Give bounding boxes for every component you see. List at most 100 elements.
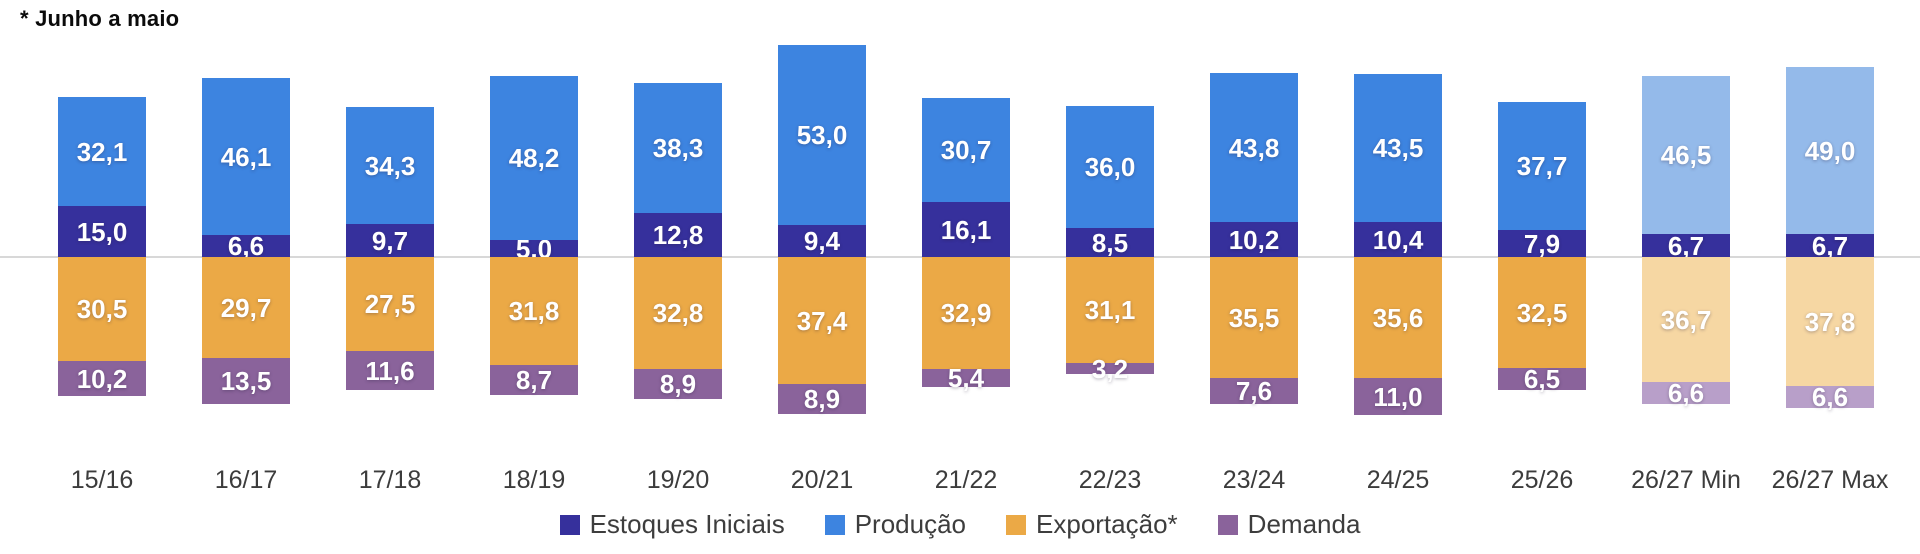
legend-color-swatch <box>1006 514 1027 535</box>
bar-segment-demanda[interactable]: 11,0 <box>1354 378 1442 415</box>
bar-value-label: 8,5 <box>1091 227 1129 258</box>
x-axis-label: 26/27 Min <box>1631 466 1741 494</box>
bar-segment-exportacao[interactable]: 32,8 <box>634 257 722 369</box>
bar-value-label: 11,0 <box>1373 381 1423 412</box>
bar-value-label: 31,1 <box>1084 295 1136 325</box>
bar-segment-producao[interactable]: 38,3 <box>634 83 722 213</box>
bar-segment-producao[interactable]: 46,5 <box>1642 76 1730 234</box>
bar-column: 10,2 43,8 35,5 7,6 23/24 <box>1182 0 1326 554</box>
bar-segment-exportacao[interactable]: 36,7 <box>1642 257 1730 382</box>
bar-segment-producao[interactable]: 34,3 <box>346 107 434 224</box>
bar-segment-estoques-iniciais[interactable]: 7,9 <box>1498 230 1586 257</box>
bar-segment-producao[interactable]: 43,5 <box>1354 74 1442 222</box>
bar-segment-estoques-iniciais[interactable]: 6,7 <box>1642 233 1730 259</box>
bar-segment-estoques-iniciais[interactable]: 9,4 <box>778 225 866 257</box>
bar-segment-demanda[interactable]: 3,2 <box>1066 356 1154 382</box>
bar-value-label: 35,6 <box>1372 302 1424 333</box>
bar-segment-exportacao[interactable]: 31,8 <box>490 257 578 365</box>
bar-segment-estoques-iniciais[interactable]: 15,0 <box>58 206 146 257</box>
bar-value-label: 32,5 <box>1516 297 1568 328</box>
bar-segment-estoques-iniciais[interactable]: 10,2 <box>1210 222 1298 257</box>
bar-column: 6,6 46,1 29,7 13,5 16/17 <box>174 0 318 554</box>
bar-value-label: 43,5 <box>1372 133 1424 163</box>
bar-value-label: 6,7 <box>1811 230 1849 261</box>
bar-segment-exportacao[interactable]: 37,8 <box>1786 257 1874 386</box>
bar-segment-estoques-iniciais[interactable]: 16,1 <box>922 202 1010 257</box>
bar-value-label: 32,1 <box>76 136 128 167</box>
bar-segment-exportacao[interactable]: 37,4 <box>778 257 866 384</box>
bar-segment-exportacao[interactable]: 35,5 <box>1210 257 1298 378</box>
bar-segment-demanda[interactable]: 5,4 <box>922 365 1010 391</box>
legend-item-estoques-iniciais[interactable]: Estoques Iniciais <box>559 509 785 540</box>
bar-value-label: 12,8 <box>652 220 704 250</box>
bar-value-label: 8,9 <box>803 384 841 414</box>
bar-value-label: 9,7 <box>371 225 409 256</box>
bar-segment-estoques-iniciais[interactable]: 9,7 <box>346 224 434 257</box>
bar-value-label: 49,0 <box>1804 135 1856 166</box>
legend-color-swatch <box>1217 514 1238 535</box>
chart-footnote: * Junho a maio <box>20 6 180 31</box>
bar-segment-exportacao[interactable]: 35,6 <box>1354 257 1442 378</box>
legend-item-exportacao[interactable]: Exportação* <box>1006 509 1178 540</box>
bar-value-label: 36,7 <box>1660 304 1712 335</box>
bar-segment-demanda[interactable]: 10,2 <box>58 361 146 396</box>
bar-column: 6,7 46,5 36,7 6,6 26/27 Min <box>1614 0 1758 554</box>
bar-value-label: 32,8 <box>652 298 704 328</box>
bar-segment-exportacao[interactable]: 32,5 <box>1498 257 1586 368</box>
legend-item-producao[interactable]: Produção <box>824 509 967 540</box>
legend-item-label: Produção <box>854 509 967 539</box>
bar-column: 12,8 38,3 32,8 8,9 19/20 <box>606 0 750 554</box>
bar-value-label: 13,5 <box>220 366 272 396</box>
legend-item-label: Estoques Iniciais <box>589 509 785 539</box>
bar-segment-exportacao[interactable]: 27,5 <box>346 257 434 351</box>
bar-segment-estoques-iniciais[interactable]: 6,6 <box>202 231 290 261</box>
bar-segment-demanda[interactable]: 8,7 <box>490 365 578 395</box>
bar-segment-estoques-iniciais[interactable]: 6,7 <box>1786 230 1874 261</box>
x-axis-label: 26/27 Max <box>1771 466 1889 494</box>
bar-column: 9,7 34,3 27,5 11,6 17/18 <box>318 0 462 554</box>
bar-segment-exportacao[interactable]: 32,9 <box>922 257 1010 369</box>
bar-segment-demanda[interactable]: 13,5 <box>202 358 290 404</box>
bar-segment-producao[interactable]: 30,7 <box>922 98 1010 202</box>
bar-segment-producao[interactable]: 36,0 <box>1066 106 1154 228</box>
bar-value-label: 10,2 <box>76 363 128 394</box>
legend-item-demanda[interactable]: Demanda <box>1217 509 1360 540</box>
bar-column: 5,0 48,2 31,8 8,7 18/19 <box>462 0 606 554</box>
bar-segment-estoques-iniciais[interactable]: 5,0 <box>490 236 578 262</box>
bar-segment-demanda[interactable]: 6,5 <box>1498 366 1586 392</box>
bar-column: 8,5 36,0 31,1 3,2 22/23 <box>1038 0 1182 554</box>
bar-segment-producao[interactable]: 48,2 <box>490 76 578 240</box>
bar-segment-producao[interactable]: 37,7 <box>1498 102 1586 230</box>
bar-value-label: 10,2 <box>1228 224 1280 255</box>
bar-segment-producao[interactable]: 46,1 <box>202 78 290 235</box>
bar-column: 6,7 49,0 37,8 6,6 26/27 Max <box>1758 0 1902 554</box>
bar-value-label: 31,8 <box>508 296 560 326</box>
bar-segment-demanda[interactable]: 11,6 <box>346 351 434 390</box>
bar-segment-producao[interactable]: 49,0 <box>1786 67 1874 234</box>
bar-value-label: 43,8 <box>1228 132 1280 163</box>
x-axis-label: 23/24 <box>1222 466 1286 494</box>
bar-value-label: 6,6 <box>1811 382 1849 412</box>
bar-segment-estoques-iniciais[interactable]: 12,8 <box>634 213 722 257</box>
bar-segment-producao[interactable]: 53,0 <box>778 45 866 225</box>
bar-segment-exportacao[interactable]: 30,5 <box>58 257 146 361</box>
bar-segment-producao[interactable]: 32,1 <box>58 97 146 206</box>
bar-segment-demanda[interactable]: 6,6 <box>1642 380 1730 406</box>
bar-segment-exportacao[interactable]: 31,1 <box>1066 257 1154 363</box>
bar-segment-demanda[interactable]: 8,9 <box>634 369 722 399</box>
bar-segment-estoques-iniciais[interactable]: 10,4 <box>1354 222 1442 257</box>
bar-segment-estoques-iniciais[interactable]: 8,5 <box>1066 228 1154 257</box>
bar-segment-demanda[interactable]: 7,6 <box>1210 378 1298 404</box>
bar-value-label: 6,6 <box>227 231 265 261</box>
bar-segment-exportacao[interactable]: 29,7 <box>202 257 290 358</box>
bar-value-label: 8,7 <box>515 365 553 395</box>
bar-value-label: 5,4 <box>947 363 985 393</box>
bar-value-label: 30,7 <box>940 135 992 165</box>
bar-value-label: 27,5 <box>364 289 416 319</box>
bar-value-label: 8,9 <box>659 369 697 399</box>
bar-segment-producao[interactable]: 43,8 <box>1210 73 1298 222</box>
bar-segment-demanda[interactable]: 6,6 <box>1786 382 1874 412</box>
x-axis-label: 16/17 <box>214 466 278 494</box>
bar-segment-demanda[interactable]: 8,9 <box>778 384 866 414</box>
